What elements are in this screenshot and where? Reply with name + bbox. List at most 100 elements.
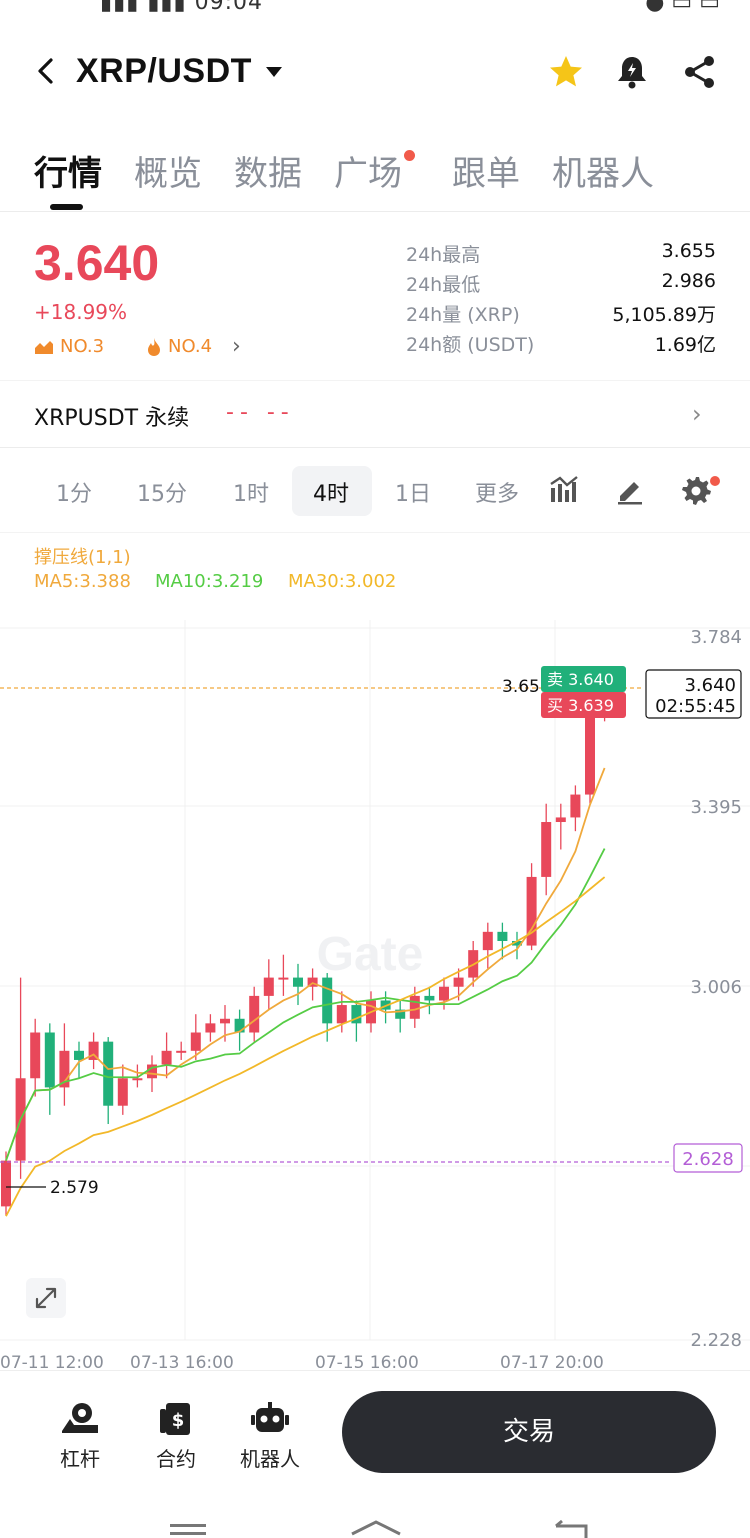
y-label-2: 3.395 xyxy=(690,797,742,818)
candle-body xyxy=(497,931,508,941)
indicator-ma30: MA30:3.002 xyxy=(288,571,397,592)
price-divider xyxy=(0,380,750,381)
stat-turnover-label: 24h额 (USDT) xyxy=(406,334,535,356)
candle-body xyxy=(482,931,493,951)
sell-tag-text: 卖 3.640 xyxy=(547,670,614,689)
perp-label[interactable]: XRPUSDT 永续 xyxy=(34,406,190,431)
price-change: +18.99% xyxy=(34,300,128,324)
stat-high-label: 24h最高 xyxy=(406,244,481,266)
current-price-box: 3.640 02:55:45 xyxy=(645,669,742,719)
tabs-divider xyxy=(0,211,750,212)
buy-tag: 买 3.639 xyxy=(541,692,626,718)
tab-overview[interactable]: 概览 xyxy=(134,154,202,194)
draw-pencil-icon[interactable] xyxy=(614,474,646,506)
indicator-icon[interactable] xyxy=(548,474,580,506)
expand-chart-button[interactable] xyxy=(26,1278,66,1318)
buy-tag-text: 买 3.639 xyxy=(547,696,614,715)
y-label-3: 3.006 xyxy=(690,977,742,998)
caret-down-icon[interactable] xyxy=(265,66,283,78)
candle-body xyxy=(439,986,449,1001)
stat-turnover-value: 1.69亿 xyxy=(654,334,716,356)
ma30-line xyxy=(5,876,606,1217)
indicator-sr[interactable]: 撑压线(1,1) xyxy=(34,547,131,568)
chevron-right-icon[interactable]: › xyxy=(232,334,241,359)
rank-hot[interactable]: NO.4 xyxy=(146,336,212,357)
candle-body xyxy=(278,977,289,980)
candle-body xyxy=(424,995,435,1001)
x-label-2: 07-13 16:00 xyxy=(130,1353,234,1370)
back-arrow-icon[interactable] xyxy=(32,56,62,86)
svg-text:$: $ xyxy=(172,1410,185,1431)
status-bar: ▮▮▮ ▮▮▮ 09:04 ● ▭ ▭ xyxy=(0,0,750,14)
candle-body xyxy=(147,1064,157,1079)
settings-gear-icon[interactable] xyxy=(680,474,712,506)
high-marker-label: 3.65 xyxy=(502,677,540,697)
candle-body xyxy=(176,1050,187,1053)
x-label-1: 07-11 12:00 xyxy=(0,1353,104,1370)
chart-watermark: Gate xyxy=(317,928,424,981)
tab-square-badge xyxy=(404,150,415,161)
stat-volume-label: 24h量 (XRP) xyxy=(406,304,520,326)
candle-body xyxy=(555,817,566,823)
perp-value: -- -- xyxy=(226,400,295,425)
candle-body xyxy=(263,977,274,996)
nav-home-icon[interactable] xyxy=(351,1520,401,1536)
indicator-ma5: MA5:3.388 xyxy=(34,571,131,592)
rank-gainers[interactable]: NO.3 xyxy=(34,336,104,357)
timeframe-1m[interactable]: 1分 xyxy=(56,482,92,507)
countdown: 02:55:45 xyxy=(655,696,736,717)
chevron-right-icon[interactable]: › xyxy=(692,400,702,428)
candle-body xyxy=(336,1005,347,1024)
nav-menu-icon[interactable] xyxy=(170,1524,206,1535)
candle-body xyxy=(409,995,420,1019)
header: XRP/USDT xyxy=(0,36,750,108)
pair-title[interactable]: XRP/USDT xyxy=(76,52,252,90)
share-icon[interactable] xyxy=(682,54,718,90)
tab-data[interactable]: 数据 xyxy=(234,154,302,194)
ma10-line xyxy=(5,848,606,1161)
support-label-value: 2.628 xyxy=(682,1149,734,1170)
candlestick-chart[interactable]: Gate 3.65 卖 3.640 买 3.639 3.640 02:55:45… xyxy=(0,620,750,1370)
nav-back-icon[interactable] xyxy=(555,1519,588,1538)
candle-body xyxy=(293,977,303,987)
robot-button[interactable]: 机器人 xyxy=(230,1401,310,1472)
chart-grid xyxy=(0,620,750,1341)
tab-square[interactable]: 广场 xyxy=(334,154,402,194)
candle-body xyxy=(59,1050,70,1088)
timeframe-more[interactable]: 更多 xyxy=(475,482,520,507)
flame-icon xyxy=(148,337,160,356)
candle-body xyxy=(526,876,537,946)
timeframe-active-bg xyxy=(292,466,372,516)
leverage-button[interactable]: 杠杆 xyxy=(40,1401,120,1472)
y-label-1: 3.784 xyxy=(690,627,742,648)
bell-alert-icon[interactable] xyxy=(614,54,650,90)
status-icons: ● ▭ ▭ xyxy=(645,0,720,14)
candle-body xyxy=(453,977,464,987)
contract-button[interactable]: $ 合约 xyxy=(136,1401,216,1472)
settings-badge xyxy=(710,476,720,486)
tab-robot[interactable]: 机器人 xyxy=(552,154,654,194)
candle-body xyxy=(190,1032,201,1051)
system-nav-bar xyxy=(170,1519,588,1538)
leverage-label: 杠杆 xyxy=(60,1447,100,1471)
robot-label: 机器人 xyxy=(240,1447,300,1471)
candle-body xyxy=(44,1032,55,1088)
ma-lines xyxy=(5,767,606,1217)
candle-body xyxy=(1,1160,11,1207)
low-marker-label: 2.579 xyxy=(50,1178,99,1198)
expand-icon xyxy=(35,1287,57,1309)
timeframe-4h[interactable]: 4时 xyxy=(313,482,349,507)
tab-copy-trading[interactable]: 跟单 xyxy=(452,154,520,194)
y-label-4: 2.228 xyxy=(690,1330,742,1351)
trade-button[interactable]: 交易 xyxy=(342,1391,716,1473)
robot-icon xyxy=(251,1402,289,1432)
timeframe-15m[interactable]: 15分 xyxy=(137,482,187,507)
timeframe-1h[interactable]: 1时 xyxy=(233,482,269,507)
candle-body xyxy=(103,1041,114,1106)
candle-body xyxy=(88,1041,99,1060)
support-label: 2.628 xyxy=(673,1143,743,1173)
star-icon[interactable] xyxy=(548,54,584,90)
candle-body xyxy=(585,712,595,795)
tab-market[interactable]: 行情 xyxy=(34,154,102,194)
timeframe-1d[interactable]: 1日 xyxy=(395,482,431,507)
